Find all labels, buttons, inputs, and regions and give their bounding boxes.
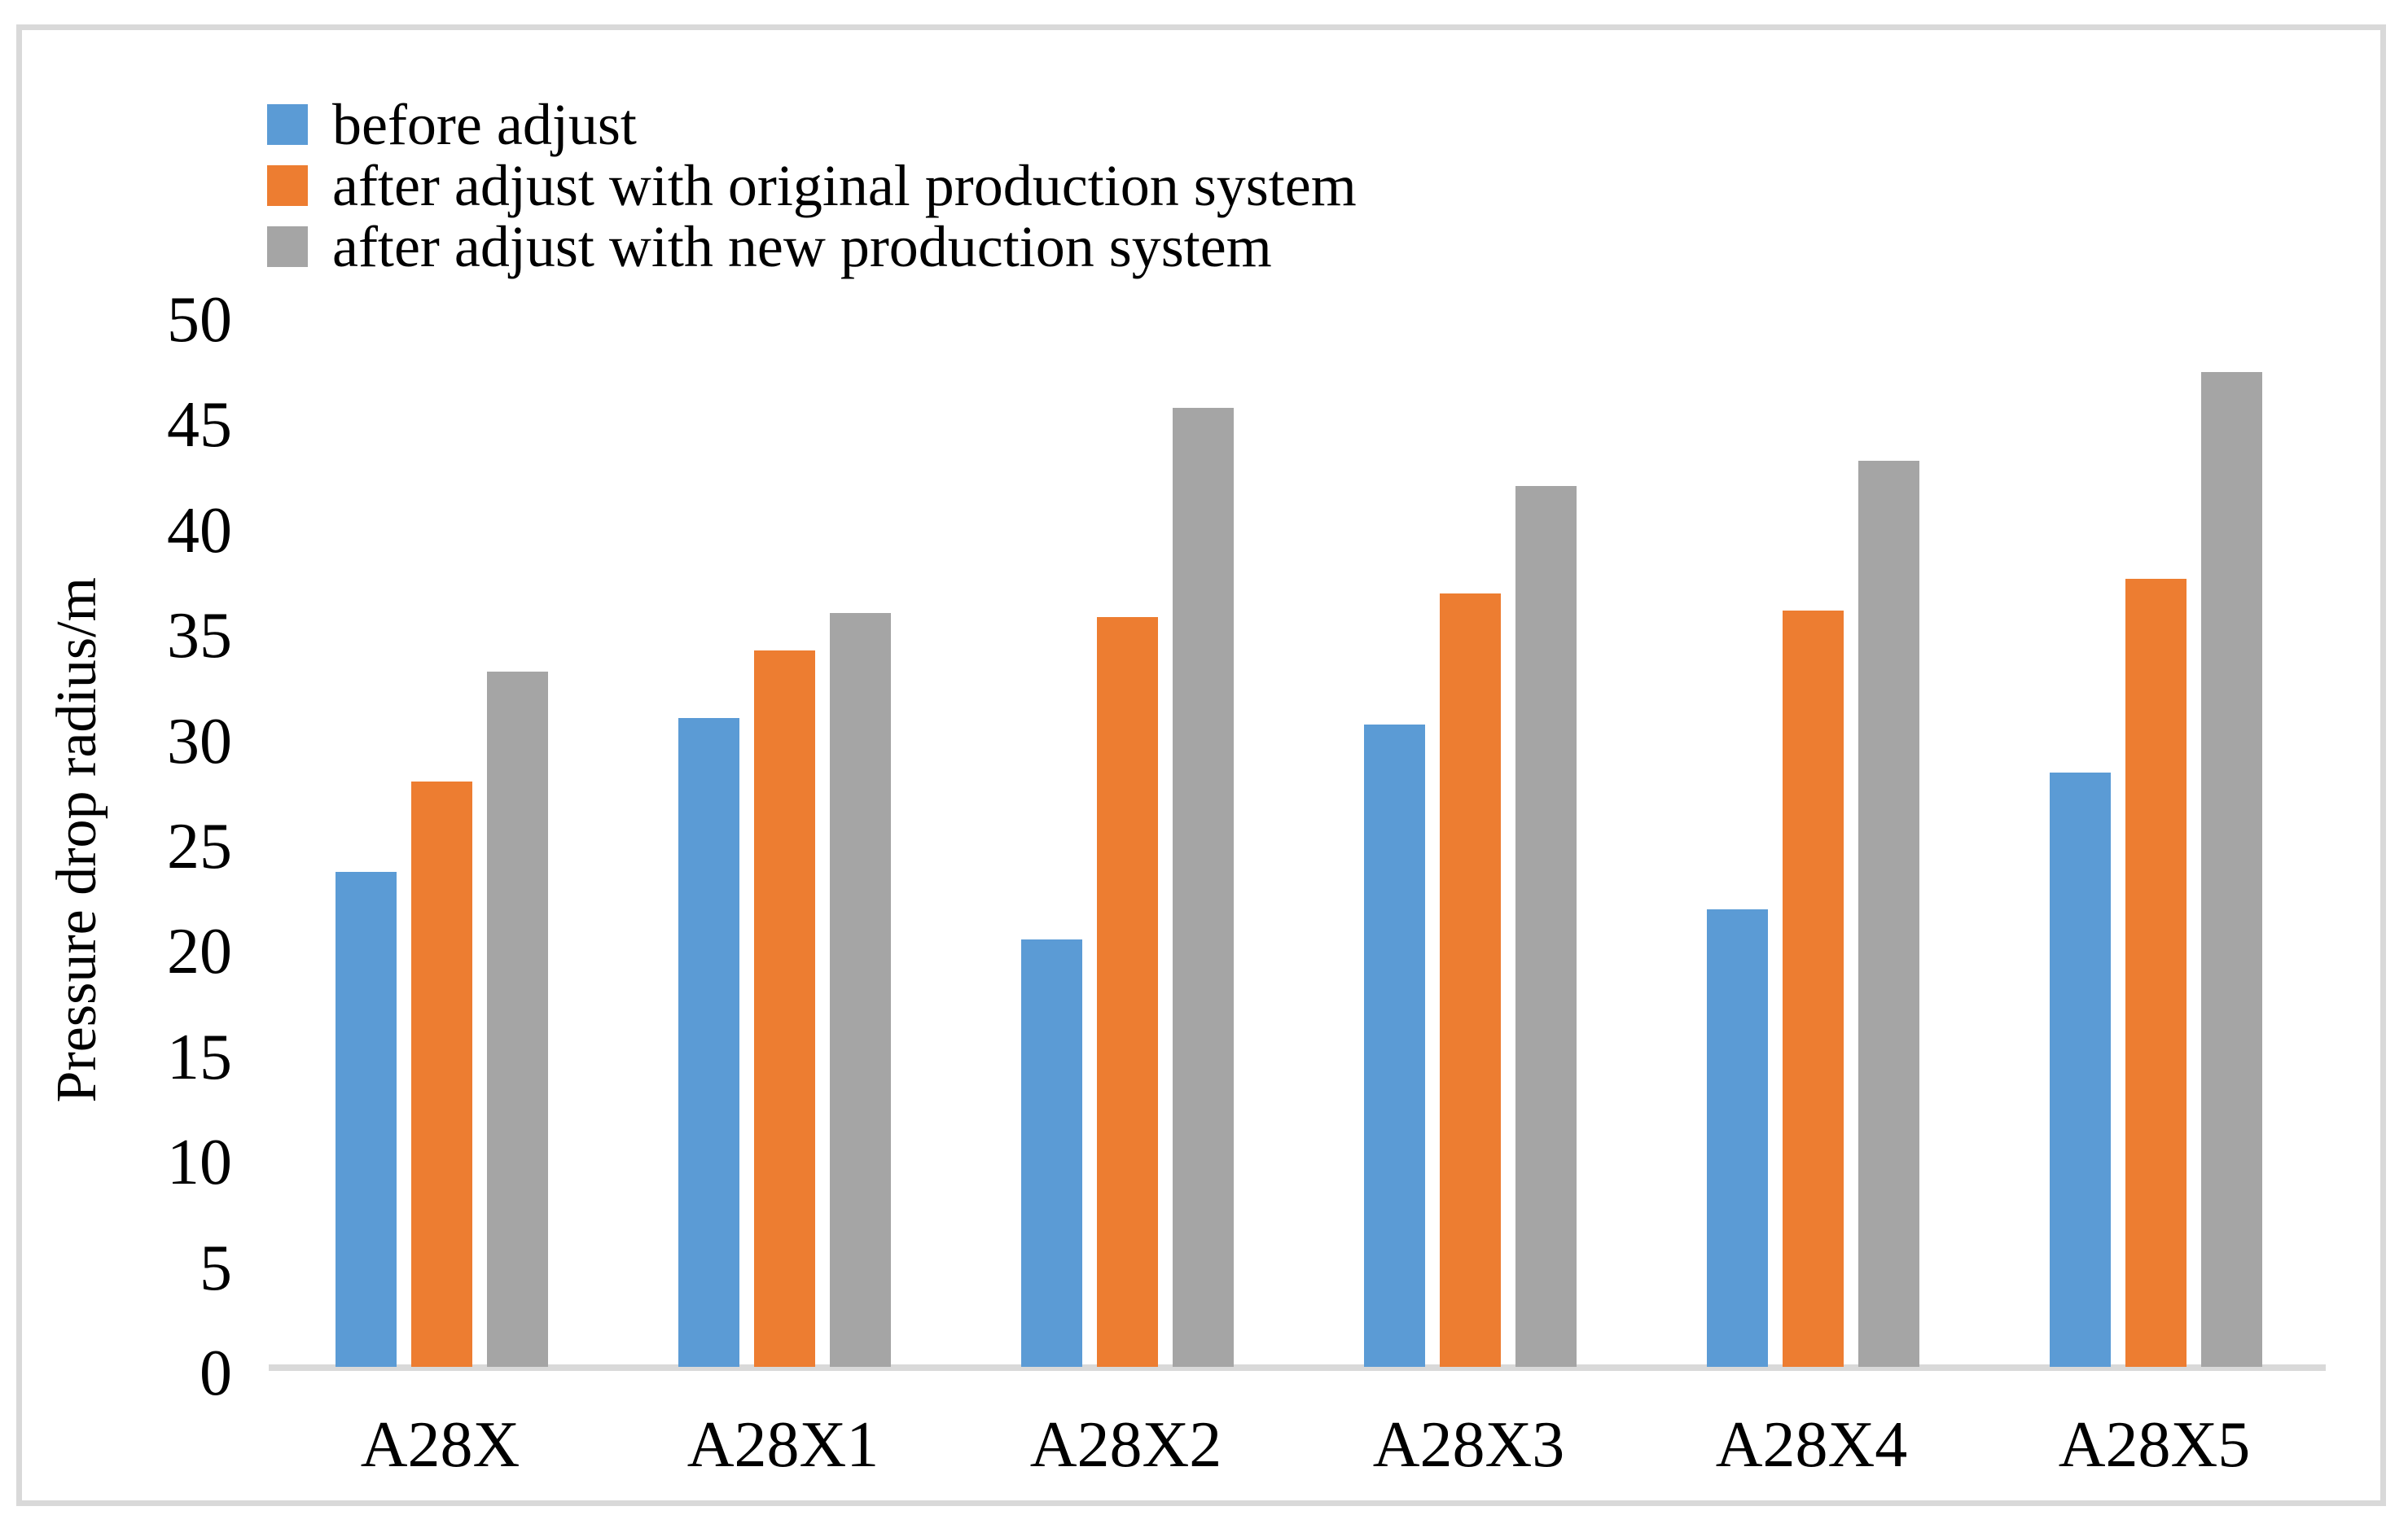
plot-area — [269, 313, 2326, 1367]
y-tick-label-5: 5 — [200, 1232, 232, 1304]
chart-border — [16, 24, 2386, 1506]
bar-a28x-series2 — [487, 671, 548, 1367]
y-tick-label-10: 10 — [167, 1127, 232, 1199]
bar-a28x4-series0 — [1707, 909, 1768, 1367]
bar-a28x3-series2 — [1515, 486, 1577, 1367]
y-tick-label-20: 20 — [167, 916, 232, 988]
legend-swatch-after-adjust-original — [267, 165, 308, 206]
legend-label: after adjust with original production sy… — [332, 153, 1357, 218]
y-tick-label-40: 40 — [167, 494, 232, 567]
bar-a28x5-series2 — [2201, 372, 2262, 1367]
bar-a28x5-series1 — [2125, 579, 2186, 1367]
y-tick-label-30: 30 — [167, 705, 232, 777]
bar-a28x4-series2 — [1858, 461, 1919, 1367]
bar-a28x2-series1 — [1097, 616, 1158, 1367]
bar-a28x3-series1 — [1440, 593, 1501, 1367]
bar-a28x2-series0 — [1021, 939, 1082, 1367]
x-tick-label-a28x: A28X — [360, 1409, 520, 1481]
bar-a28x1-series0 — [678, 717, 739, 1367]
y-tick-label-25: 25 — [167, 811, 232, 882]
legend-swatch-before-adjust — [267, 104, 308, 145]
legend-item: after adjust with original production sy… — [267, 155, 1357, 216]
y-tick-label-35: 35 — [167, 600, 232, 672]
x-tick-label-a28x1: A28X1 — [686, 1409, 879, 1481]
bar-a28x2-series2 — [1173, 408, 1234, 1367]
y-tick-label-15: 15 — [167, 1021, 232, 1093]
x-axis-line — [269, 1364, 2326, 1371]
legend-label: after adjust with new production system — [332, 214, 1272, 279]
x-tick-label-a28x2: A28X2 — [1029, 1409, 1222, 1481]
legend-label: before adjust — [332, 92, 637, 157]
bar-a28x-series0 — [336, 871, 397, 1367]
bar-a28x1-series1 — [754, 650, 815, 1367]
bar-a28x5-series0 — [2050, 773, 2111, 1367]
legend: before adjust after adjust with original… — [267, 94, 1357, 278]
x-tick-label-a28x3: A28X3 — [1372, 1409, 1565, 1481]
y-tick-label-50: 50 — [167, 284, 232, 356]
y-tick-label-45: 45 — [167, 389, 232, 462]
legend-swatch-after-adjust-new — [267, 226, 308, 267]
x-tick-label-a28x5: A28X5 — [2058, 1409, 2251, 1481]
bar-a28x3-series0 — [1364, 724, 1425, 1367]
bar-a28x1-series2 — [830, 612, 891, 1367]
y-tick-label-0: 0 — [200, 1338, 232, 1409]
legend-item: after adjust with new production system — [267, 217, 1357, 277]
bar-a28x-series1 — [411, 781, 472, 1367]
legend-item: before adjust — [267, 94, 1357, 155]
x-tick-label-a28x4: A28X4 — [1715, 1409, 1908, 1481]
bar-a28x4-series1 — [1783, 610, 1844, 1367]
